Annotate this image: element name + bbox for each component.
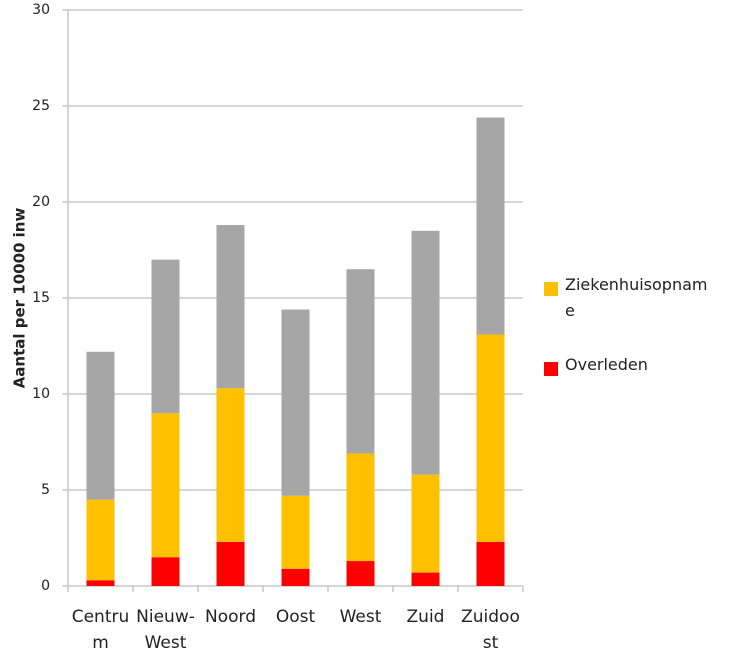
y-tick-label: 20	[32, 194, 50, 210]
bar-segment	[476, 334, 505, 542]
bar-segment	[411, 572, 440, 586]
bar-segment	[151, 557, 180, 586]
bar-segment	[411, 474, 440, 573]
bar-segment	[216, 541, 245, 586]
legend-label: Overleden	[565, 355, 648, 374]
bar-segment	[151, 259, 180, 414]
bar-segment	[346, 561, 375, 586]
bar-segment	[476, 117, 505, 335]
bar-segment	[281, 568, 310, 586]
bar-segment	[86, 580, 115, 586]
x-tick-label: Zuidoost	[461, 607, 520, 653]
x-tick-label: Nieuw-West	[136, 607, 195, 653]
x-tick-label: Oost	[275, 607, 316, 627]
bar-segment	[346, 269, 375, 454]
x-tick-label: West	[339, 607, 382, 627]
bar-segment	[281, 495, 310, 569]
legend-swatch	[544, 362, 558, 376]
legend-label: Ziekenhuisopname	[565, 275, 708, 320]
y-tick-label: 25	[32, 98, 50, 114]
bar-segment	[216, 225, 245, 389]
x-tick-label: Centrum	[71, 607, 130, 653]
bar-segment	[476, 541, 505, 586]
bar-segment	[86, 499, 115, 581]
y-tick-label: 30	[32, 2, 50, 18]
x-tick-label: Noord	[205, 607, 256, 627]
y-tick-label: 0	[41, 578, 50, 594]
y-tick-label: 10	[32, 386, 50, 402]
bar-segment	[151, 413, 180, 558]
bar-segment	[216, 388, 245, 542]
bar-segment	[281, 309, 310, 496]
y-tick-label: 5	[41, 482, 50, 498]
y-axis-label: Aantal per 10000 inw	[11, 208, 29, 389]
legend-swatch	[544, 282, 558, 296]
x-tick-label: Zuid	[406, 607, 445, 627]
bar-segment	[411, 230, 440, 475]
y-tick-label: 15	[32, 290, 50, 306]
bar-segment	[346, 453, 375, 562]
bar-segment	[86, 351, 115, 500]
